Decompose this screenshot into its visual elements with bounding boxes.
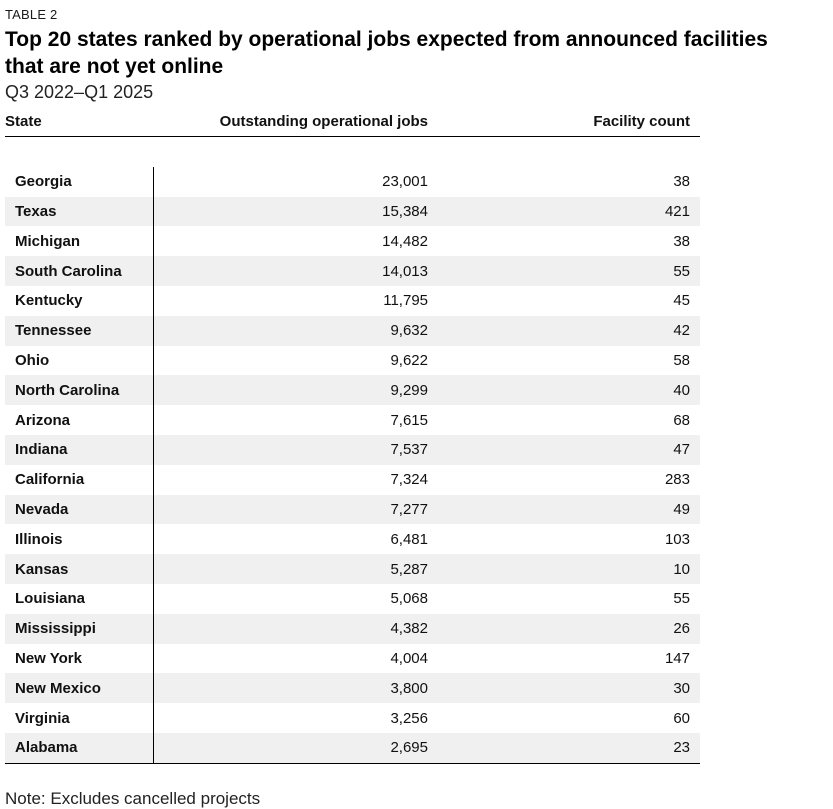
cell-count: 23 [438,732,700,763]
header-row: State Outstanding operational jobs Facil… [5,106,700,137]
table-row: Nevada 7,277 49 [5,494,700,525]
cell-state: Kansas [5,554,154,584]
table-row: Michigan 14,482 38 [5,226,700,257]
cell-count: 283 [664,471,690,489]
table-top-spacer [5,136,700,167]
cell-count: 58 [673,351,690,369]
cell-state: Kentucky [5,285,154,316]
cell-count: 68 [673,411,690,429]
cell-jobs: 4,382 [153,613,438,644]
table-row: Ohio 9,622 58 [5,345,700,376]
table-body: Georgia 23,001 38 Texas 15,384 421 Michigan 14,… [5,136,700,763]
cell-state: Alabama [5,732,154,763]
cell-count: 49 [438,494,700,525]
cell-jobs: 14,482 [382,232,428,250]
data-table: State Outstanding operational jobs Facil… [5,106,700,763]
cell-state: Mississippi [5,613,154,644]
table-note: Note: Excludes cancelled projects [5,788,261,808]
cell-state: Virginia [5,703,154,733]
cell-jobs: 14,013 [153,256,438,286]
table-row: Alabama 2,695 23 [5,732,700,763]
cell-count: 26 [438,613,700,644]
cell-state: Illinois [5,524,154,555]
cell-count: 55 [673,590,690,608]
cell-state: Michigan [5,226,154,257]
cell-count: 38 [673,173,690,191]
cell-state: North Carolina [5,375,154,406]
table-row: Kentucky 11,795 45 [5,285,700,316]
cell-jobs: 2,695 [153,732,438,763]
cell-jobs: 5,287 [153,554,438,584]
table-row: New Mexico 3,800 30 [5,673,700,704]
cell-count: 60 [673,709,690,727]
column-header-count: Facility count [438,106,700,137]
cell-jobs: 23,001 [382,173,428,191]
table-figure: TABLE 2 Top 20 states ranked by operatio… [5,0,825,809]
cell-jobs: 7,277 [153,494,438,525]
cell-jobs: 15,384 [153,196,438,227]
cell-state: Georgia [5,166,154,197]
cell-state: Louisiana [5,583,154,614]
table-title: Top 20 states ranked by operational jobs… [5,28,768,78]
cell-state: South Carolina [5,256,154,286]
table-row: Mississippi 4,382 26 [5,613,700,644]
table-bottom-rule [5,762,700,764]
cell-count: 103 [664,530,690,548]
cell-jobs: 9,632 [153,315,438,346]
table-row: Arizona 7,615 68 [5,405,700,435]
table-number-label: TABLE 2 [5,7,58,22]
column-header-jobs: Outstanding operational jobs [153,106,438,137]
cell-jobs: 5,068 [390,590,428,608]
cell-jobs: 7,615 [390,411,428,429]
cell-state: Nevada [5,494,154,525]
cell-state: New York [5,643,154,674]
cell-state: Texas [5,196,154,227]
table-row: Indiana 7,537 47 [5,434,700,465]
table-row: New York 4,004 147 [5,643,700,674]
cell-jobs: 7,324 [390,471,428,489]
cell-jobs: 3,800 [153,673,438,704]
cell-jobs: 9,622 [390,351,428,369]
table-row: California 7,324 283 [5,464,700,495]
cell-count: 45 [673,292,690,310]
cell-count: 40 [438,375,700,406]
cell-count: 55 [438,256,700,286]
table-row: Texas 15,384 421 [5,196,700,227]
table-header: State Outstanding operational jobs Facil… [5,106,700,137]
table-subtitle: Q3 2022–Q1 2025 [5,82,154,102]
cell-count: 10 [438,554,700,584]
cell-count: 38 [673,232,690,250]
cell-count: 30 [438,673,700,704]
table-row: Virginia 3,256 60 [5,703,700,733]
cell-count: 47 [438,434,700,465]
cell-count: 147 [664,649,690,667]
cell-jobs: 4,004 [390,649,428,667]
cell-state: Indiana [5,434,154,465]
cell-state: Arizona [5,405,154,435]
cell-jobs: 3,256 [390,709,428,727]
table-row: South Carolina 14,013 55 [5,256,700,286]
table-row: Georgia 23,001 38 [5,166,700,197]
cell-jobs: 6,481 [390,530,428,548]
cell-jobs: 11,795 [383,292,428,310]
spacer-cell [5,136,700,167]
cell-state: Ohio [5,345,154,376]
cell-state: California [5,464,154,495]
cell-jobs: 9,299 [153,375,438,406]
table-row: Kansas 5,287 10 [5,554,700,584]
cell-state: Tennessee [5,315,154,346]
table-row: Louisiana 5,068 55 [5,583,700,614]
table-row: Tennessee 9,632 42 [5,315,700,346]
cell-state: New Mexico [5,673,154,704]
cell-jobs: 7,537 [153,434,438,465]
cell-count: 42 [438,315,700,346]
table-row: North Carolina 9,299 40 [5,375,700,406]
table-row: Illinois 6,481 103 [5,524,700,555]
column-header-state: State [5,106,153,137]
cell-count: 421 [438,196,700,227]
